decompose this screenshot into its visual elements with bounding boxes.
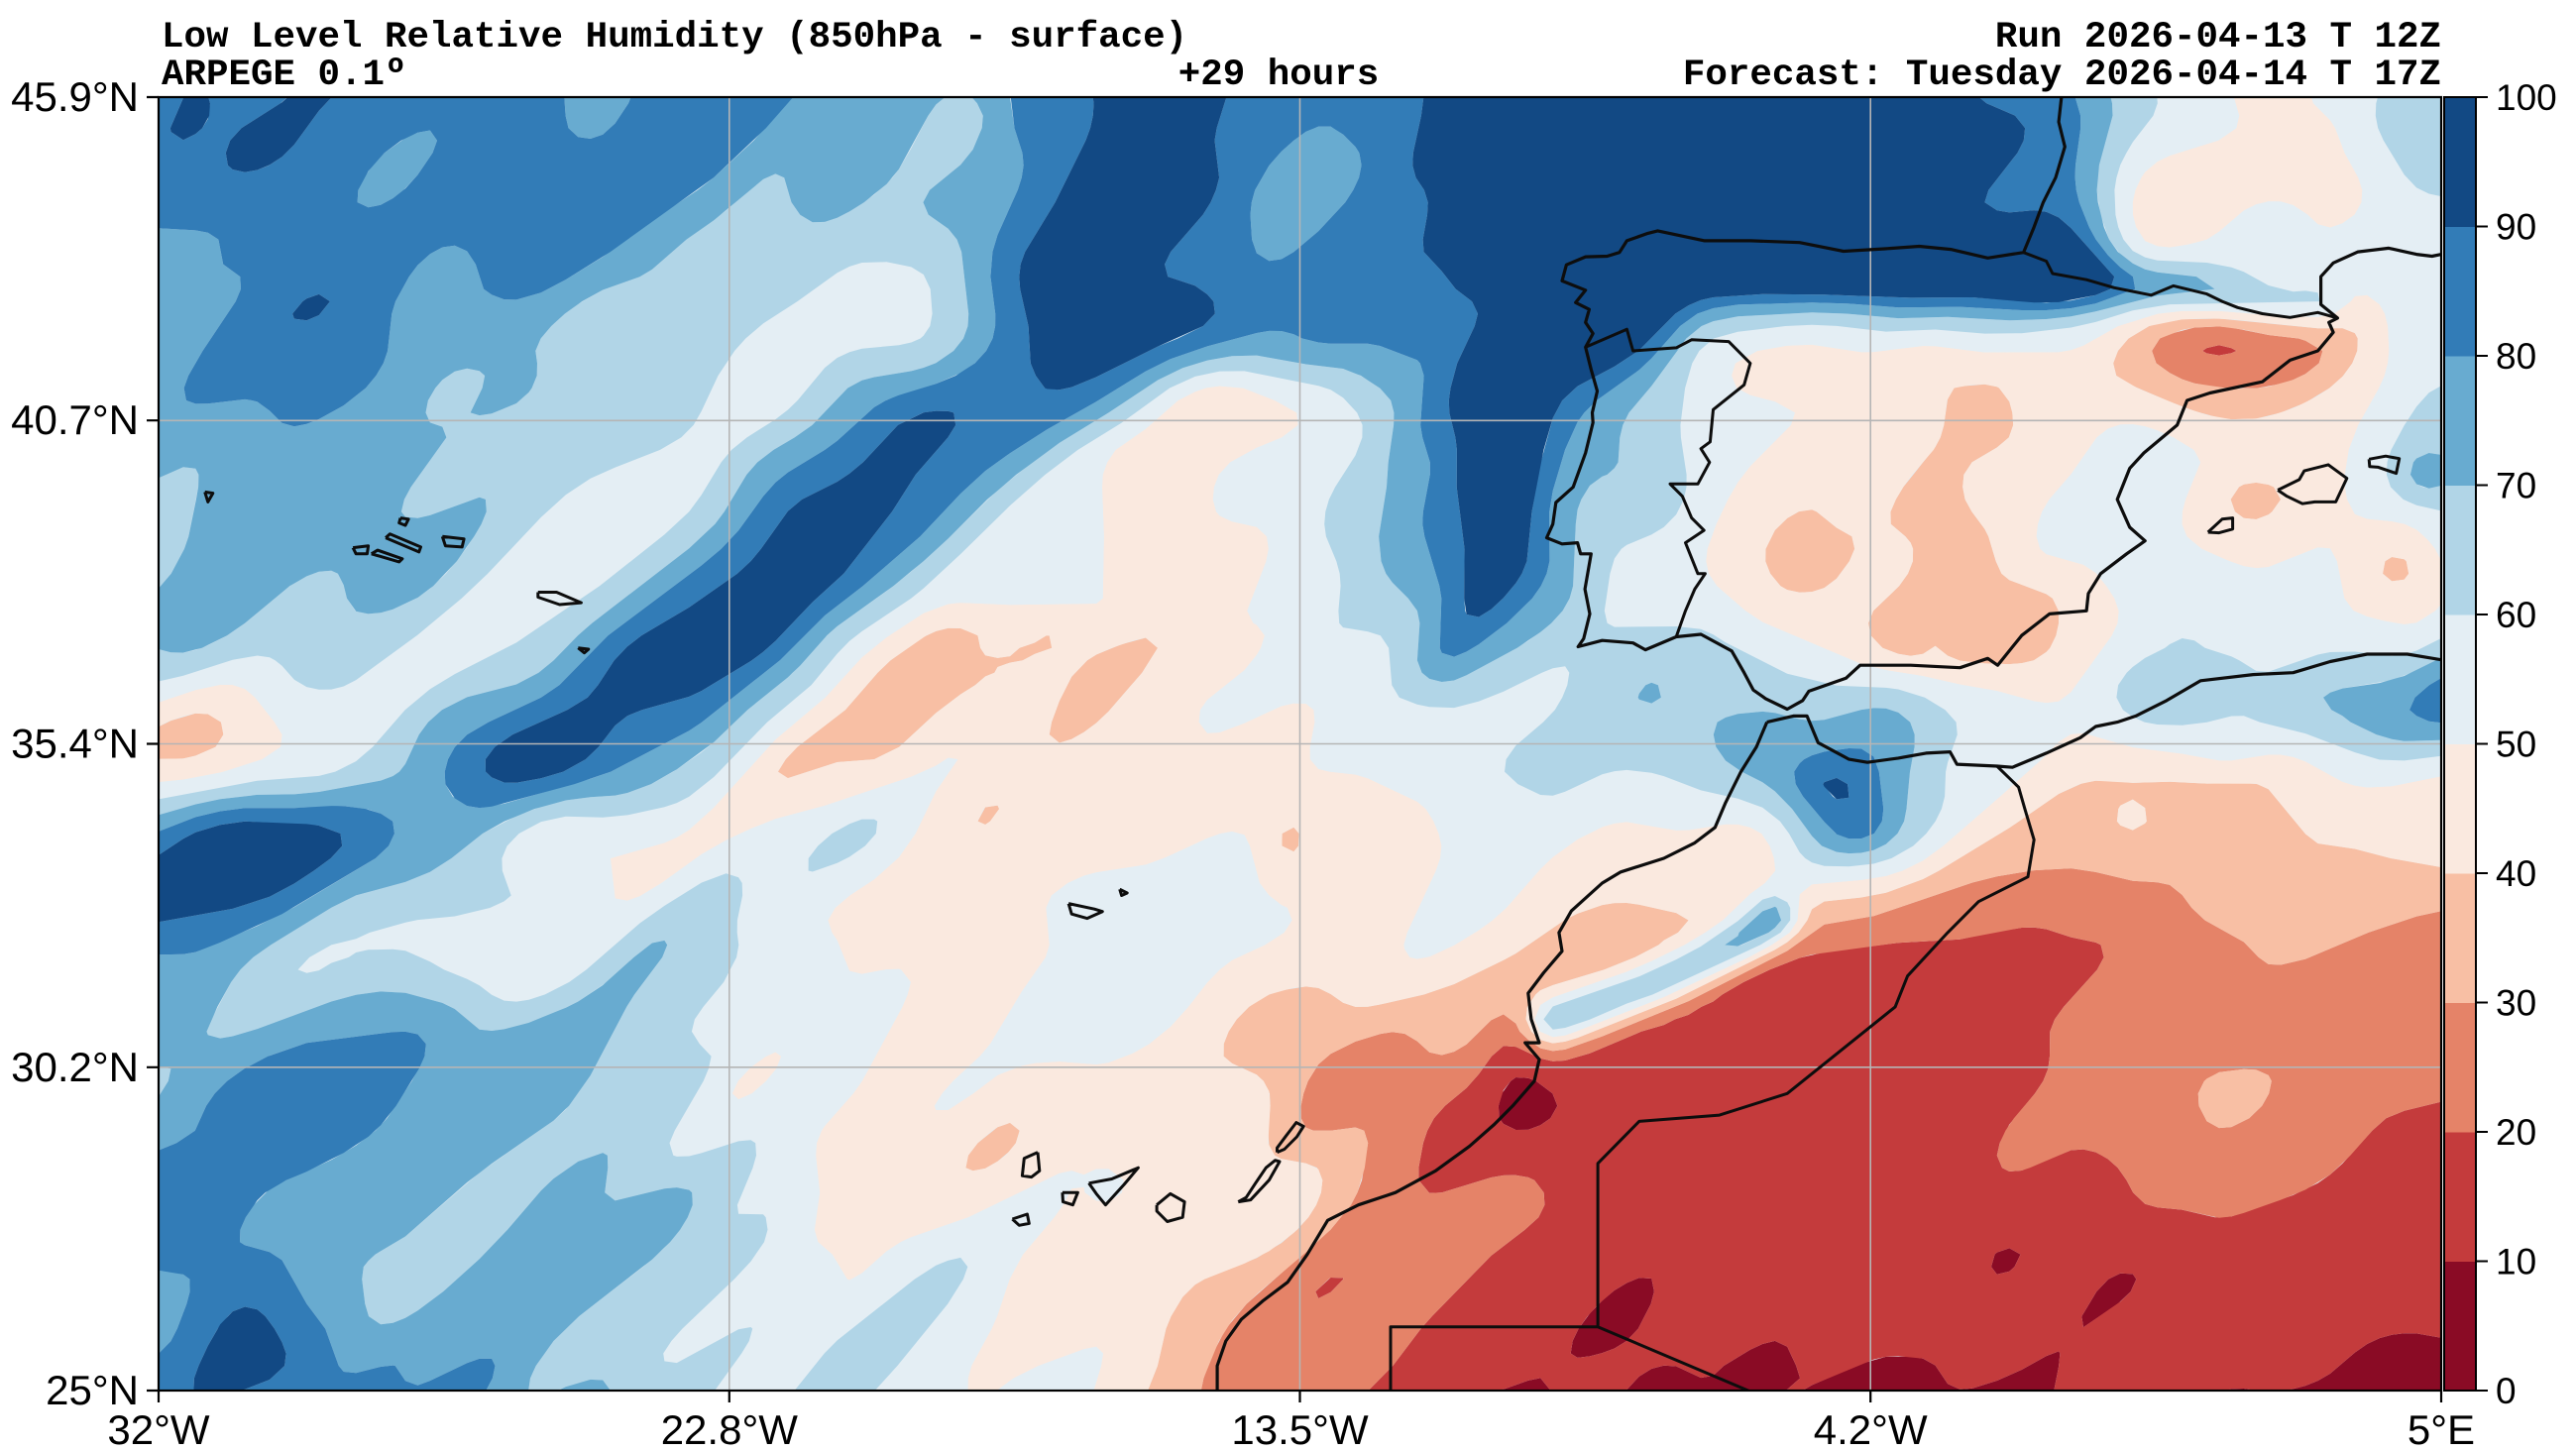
svg-text:Run 2026-04-13 T 12Z: Run 2026-04-13 T 12Z — [1995, 17, 2441, 58]
svg-text:30: 30 — [2496, 983, 2536, 1024]
svg-text:+29 hours: +29 hours — [1178, 55, 1380, 96]
svg-text:Low Level Relative Humidity (8: Low Level Relative Humidity (850hPa - su… — [162, 17, 1187, 58]
svg-text:60: 60 — [2496, 595, 2536, 635]
svg-text:22.8°W: 22.8°W — [661, 1406, 799, 1452]
svg-text:0: 0 — [2496, 1371, 2517, 1411]
svg-text:70: 70 — [2496, 466, 2536, 506]
svg-text:25°N: 25°N — [46, 1367, 139, 1413]
svg-text:5°E: 5°E — [2408, 1406, 2475, 1452]
svg-text:100: 100 — [2496, 77, 2557, 118]
svg-text:40.7°N: 40.7°N — [11, 396, 139, 443]
svg-text:90: 90 — [2496, 207, 2536, 248]
svg-text:10: 10 — [2496, 1242, 2536, 1283]
svg-text:50: 50 — [2496, 725, 2536, 765]
svg-text:13.5°W: 13.5°W — [1231, 1406, 1369, 1452]
svg-text:4.2°W: 4.2°W — [1814, 1406, 1928, 1452]
svg-text:40: 40 — [2496, 853, 2536, 894]
svg-text:80: 80 — [2496, 336, 2536, 377]
svg-text:30.2°N: 30.2°N — [11, 1044, 139, 1090]
svg-text:45.9°N: 45.9°N — [11, 73, 139, 120]
svg-text:35.4°N: 35.4°N — [11, 721, 139, 767]
svg-text:Forecast: Tuesday 2026-04-14 T: Forecast: Tuesday 2026-04-14 T 17Z — [1683, 55, 2441, 96]
svg-text:ARPEGE 0.1º: ARPEGE 0.1º — [162, 55, 407, 96]
svg-text:20: 20 — [2496, 1112, 2536, 1153]
svg-text:32°W: 32°W — [107, 1406, 210, 1452]
